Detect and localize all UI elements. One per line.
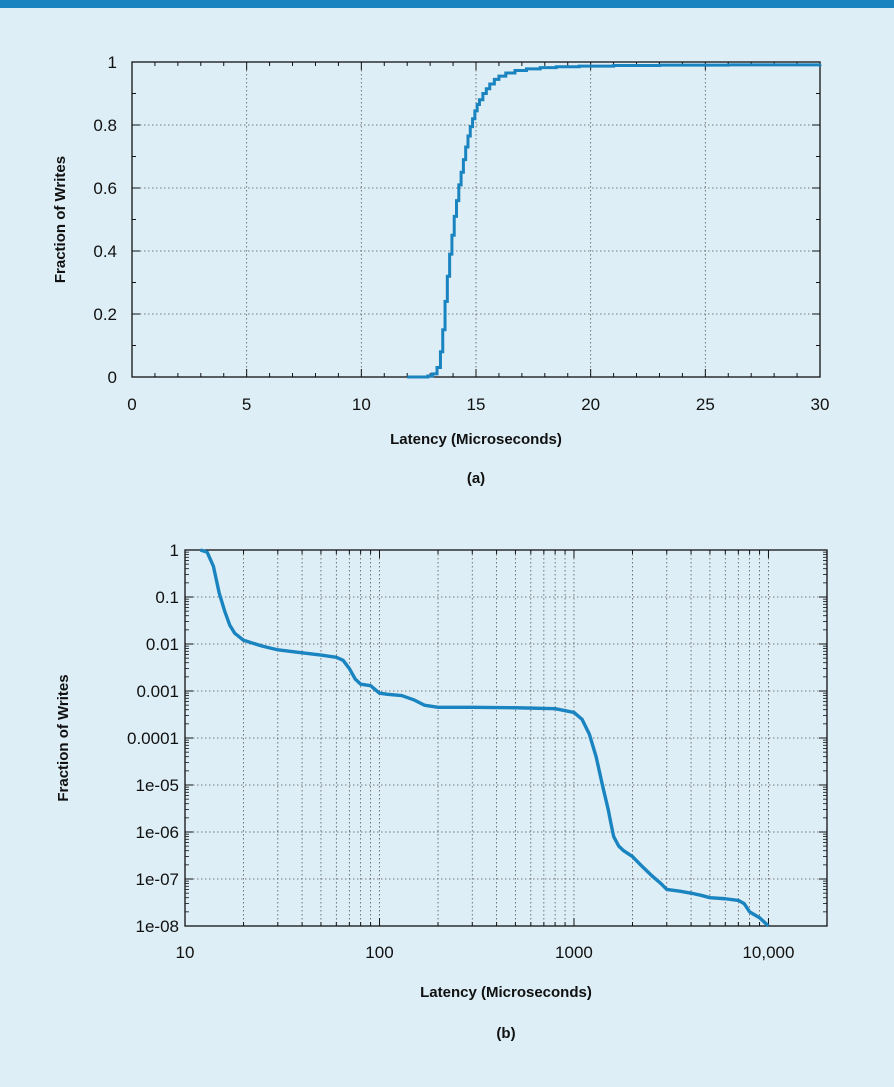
chart-a-x-tick-label: 30 [811,395,830,414]
chart-b-x-tick-label: 10,000 [742,943,794,962]
chart-b-y-tick-label: 1e-05 [136,776,179,795]
chart-a-x-tick-label: 20 [581,395,600,414]
chart-b-y-axis-label: Fraction of Writes [55,674,72,801]
chart-a-y-tick-label: 1 [108,53,117,72]
chart-b-y-tick-label: 0.1 [155,588,179,607]
chart-b-x-tick-label: 10 [176,943,195,962]
chart-a-x-axis-label: Latency (Microseconds) [390,431,562,448]
chart-b-series-line [199,548,770,928]
chart-b-tickmarks [185,549,827,927]
chart-a-x-tick-labels: 0 5 10 15 20 25 30 [127,395,829,414]
chart-a-y-tick-label: 0.8 [93,116,117,135]
chart-a-y-tick-label: 0.4 [93,242,117,261]
chart-b-x-tick-labels: 10 100 1000 10,000 [176,943,795,962]
chart-a-x-tick-label: 10 [352,395,371,414]
chart-a-y-tick-label: 0.2 [93,305,117,324]
chart-a-x-tick-label: 0 [127,395,136,414]
chart-a-y-tick-labels: 0 0.2 0.4 0.6 0.8 1 [93,53,117,387]
chart-b-x-axis-label: Latency (Microseconds) [420,984,592,1001]
chart-a-x-tick-label: 25 [696,395,715,414]
chart-a-y-axis-label: Fraction of Writes [52,156,69,283]
chart-a-y-tick-label: 0.6 [93,179,117,198]
chart-b-y-tick-labels: 1 0.1 0.01 0.001 0.0001 1e-05 1e-06 1e-07 1e-08 [127,541,179,936]
chart-b-y-tick-label: 0.001 [136,682,179,701]
chart-a-grid [132,62,820,377]
chart-b-y-tick-label: 0.0001 [127,729,179,748]
chart-a-x-tick-label: 5 [242,395,251,414]
chart-a-x-tick-label: 15 [467,395,486,414]
top-accent-bar [0,0,894,8]
chart-b-x-tick-label: 1000 [555,943,593,962]
chart-b-y-tick-label: 1 [170,541,179,560]
chart-a-y-tick-label: 0 [108,368,117,387]
chart-b-y-tick-label: 1e-08 [136,917,179,936]
chart-a-series-line [407,63,822,379]
chart-a-tickmarks [131,61,821,378]
chart-b-caption: (b) [496,1025,515,1042]
chart-b-y-tick-label: 1e-06 [136,823,179,842]
chart-b-y-tick-label: 0.01 [146,635,179,654]
chart-a-caption: (a) [467,470,485,487]
chart-b-x-tick-label: 100 [365,943,393,962]
chart-b-grid [185,550,827,926]
chart-b-y-tick-label: 1e-07 [136,870,179,889]
